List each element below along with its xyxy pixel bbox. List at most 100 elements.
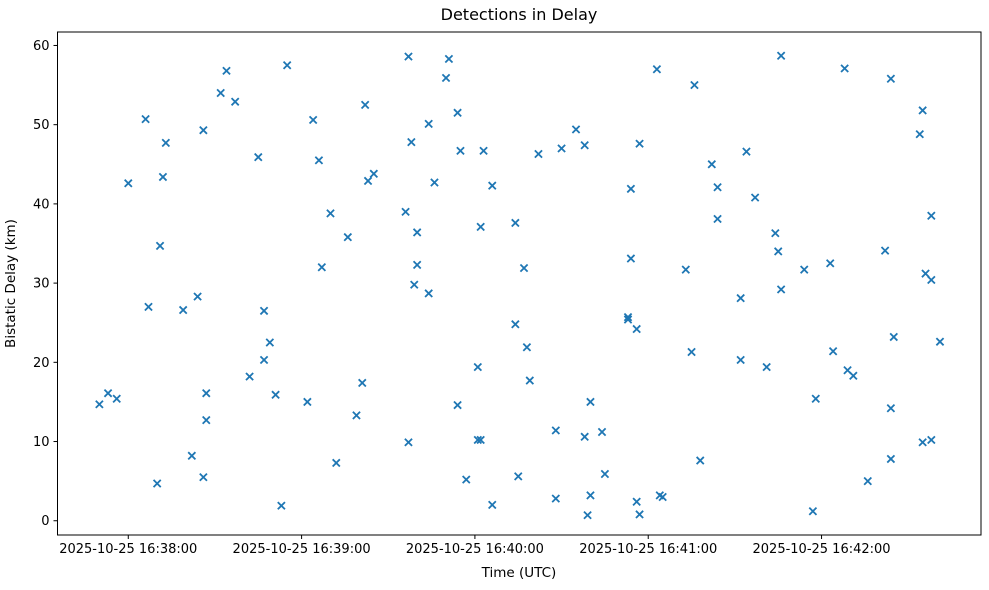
scatter-point-x-marker bbox=[534, 149, 543, 159]
scatter-point-x-marker bbox=[308, 115, 318, 125]
scatter-point-x-marker bbox=[511, 218, 520, 228]
scatter-point-x-marker bbox=[597, 427, 607, 437]
scatter-point-x-marker bbox=[462, 475, 471, 484]
scatter-point-x-marker bbox=[202, 388, 211, 398]
scatter-point-x-marker bbox=[254, 152, 263, 162]
chart-title: Detections in Delay bbox=[441, 5, 598, 24]
scatter-point-x-marker bbox=[265, 338, 275, 347]
scatter-point-x-marker bbox=[886, 404, 896, 413]
scatter-point-x-marker bbox=[193, 292, 202, 301]
scatter-point-x-marker bbox=[635, 510, 644, 519]
scatter-point-x-marker bbox=[332, 458, 341, 468]
scatter-point-x-marker bbox=[863, 476, 873, 486]
scatter-point-x-marker bbox=[626, 184, 636, 194]
scatter-point-x-marker bbox=[352, 411, 361, 420]
scatter-point-x-marker bbox=[742, 147, 751, 156]
scatter-point-x-marker bbox=[277, 501, 286, 510]
scatter-point-x-marker bbox=[343, 232, 353, 242]
scatter-point-x-marker bbox=[404, 438, 413, 447]
scatter-point-x-marker bbox=[144, 302, 153, 312]
scatter-point-x-marker bbox=[259, 306, 269, 316]
scatter-point-x-marker bbox=[326, 209, 335, 218]
scatter-point-x-marker bbox=[840, 64, 849, 73]
scatter-point-x-marker bbox=[736, 293, 745, 303]
data-points bbox=[95, 51, 945, 520]
scatter-point-x-marker bbox=[314, 156, 324, 165]
scatter-point-x-marker bbox=[245, 372, 254, 381]
scatter-point-x-marker bbox=[918, 106, 927, 115]
scatter-point-x-marker bbox=[401, 207, 410, 217]
scatter-point-x-marker bbox=[360, 100, 370, 110]
scatter-point-x-marker bbox=[695, 456, 705, 465]
scatter-point-x-marker bbox=[476, 435, 485, 445]
scatter-point-x-marker bbox=[473, 435, 483, 445]
scatter-point-x-marker bbox=[271, 390, 280, 400]
x-tick-label: 2025-10-25 16:40:00 bbox=[406, 542, 544, 557]
scatter-point-x-marker bbox=[511, 320, 520, 329]
x-tick-label: 2025-10-25 16:42:00 bbox=[753, 542, 891, 557]
y-axis-ticks: 0 10 20 30 40 50 60 bbox=[33, 39, 58, 529]
scatter-point-x-marker bbox=[690, 80, 699, 90]
scatter-point-x-marker bbox=[915, 129, 924, 139]
scatter-point-x-marker bbox=[369, 169, 379, 179]
scatter-point-x-marker bbox=[811, 394, 821, 403]
scatter-point-x-marker bbox=[161, 138, 171, 148]
scatter-point-x-marker bbox=[828, 346, 838, 356]
scatter-point-x-marker bbox=[551, 426, 561, 435]
x-axis-label: Time (UTC) bbox=[481, 565, 557, 581]
scatter-point-x-marker bbox=[632, 497, 641, 506]
scatter-point-x-marker bbox=[635, 139, 644, 148]
scatter-point-x-marker bbox=[707, 160, 717, 169]
scatter-point-x-marker bbox=[95, 400, 104, 409]
scatter-point-x-marker bbox=[551, 494, 561, 503]
scatter-point-x-marker bbox=[571, 125, 581, 134]
scatter-point-x-marker bbox=[557, 144, 566, 153]
scatter-point-x-marker bbox=[216, 88, 225, 98]
x-axis-ticks: 2025-10-25 16:38:00 2025-10-25 16:39:00 20… bbox=[59, 535, 891, 557]
scatter-point-x-marker bbox=[849, 371, 858, 381]
scatter-point-x-marker bbox=[586, 491, 595, 500]
scatter-point-x-marker bbox=[112, 394, 121, 403]
scatter-point-x-marker bbox=[456, 146, 465, 156]
x-tick-label: 2025-10-25 16:39:00 bbox=[233, 542, 371, 557]
scatter-point-x-marker bbox=[178, 305, 188, 315]
scatter-point-x-marker bbox=[762, 362, 771, 372]
scatter-point-x-marker bbox=[282, 61, 292, 70]
scatter-point-x-marker bbox=[199, 125, 208, 135]
scatter-point-x-marker bbox=[736, 355, 745, 365]
scatter-point-x-marker bbox=[410, 280, 419, 289]
scatter-point-x-marker bbox=[124, 179, 133, 188]
scatter-point-x-marker bbox=[623, 315, 633, 324]
scatter-point-x-marker bbox=[222, 66, 231, 76]
y-tick-label: 10 bbox=[33, 435, 50, 450]
scatter-point-x-marker bbox=[586, 397, 595, 407]
scatter-point-x-marker bbox=[412, 260, 422, 270]
scatter-point-x-marker bbox=[404, 52, 413, 61]
scatter-point-x-marker bbox=[514, 472, 523, 481]
scatter-point-x-marker bbox=[652, 64, 662, 74]
scatter-point-x-marker bbox=[825, 259, 835, 268]
scatter-point-x-marker bbox=[623, 312, 633, 322]
scatter-point-x-marker bbox=[776, 51, 786, 61]
y-axis-label: Bistatic Delay (km) bbox=[3, 219, 19, 348]
scatter-point-x-marker bbox=[886, 454, 896, 464]
scatter-point-x-marker bbox=[921, 269, 930, 278]
scatter-point-x-marker bbox=[453, 400, 462, 410]
scatter-point-x-marker bbox=[580, 141, 589, 150]
scatter-point-x-marker bbox=[681, 265, 691, 274]
scatter-point-x-marker bbox=[799, 265, 809, 274]
scatter-point-x-marker bbox=[476, 222, 485, 232]
scatter-point-x-marker bbox=[713, 214, 722, 224]
scatter-point-x-marker bbox=[453, 108, 462, 118]
scatter-point-x-marker bbox=[488, 181, 497, 190]
scatter-point-x-marker bbox=[202, 415, 211, 425]
scatter-point-x-marker bbox=[808, 506, 818, 516]
scatter-point-x-marker bbox=[317, 263, 327, 272]
scatter-point-x-marker bbox=[626, 254, 636, 263]
scatter-point-x-marker bbox=[750, 193, 760, 202]
y-tick-label: 20 bbox=[33, 356, 50, 371]
scatter-point-x-marker bbox=[519, 263, 529, 273]
y-tick-label: 60 bbox=[33, 39, 50, 54]
